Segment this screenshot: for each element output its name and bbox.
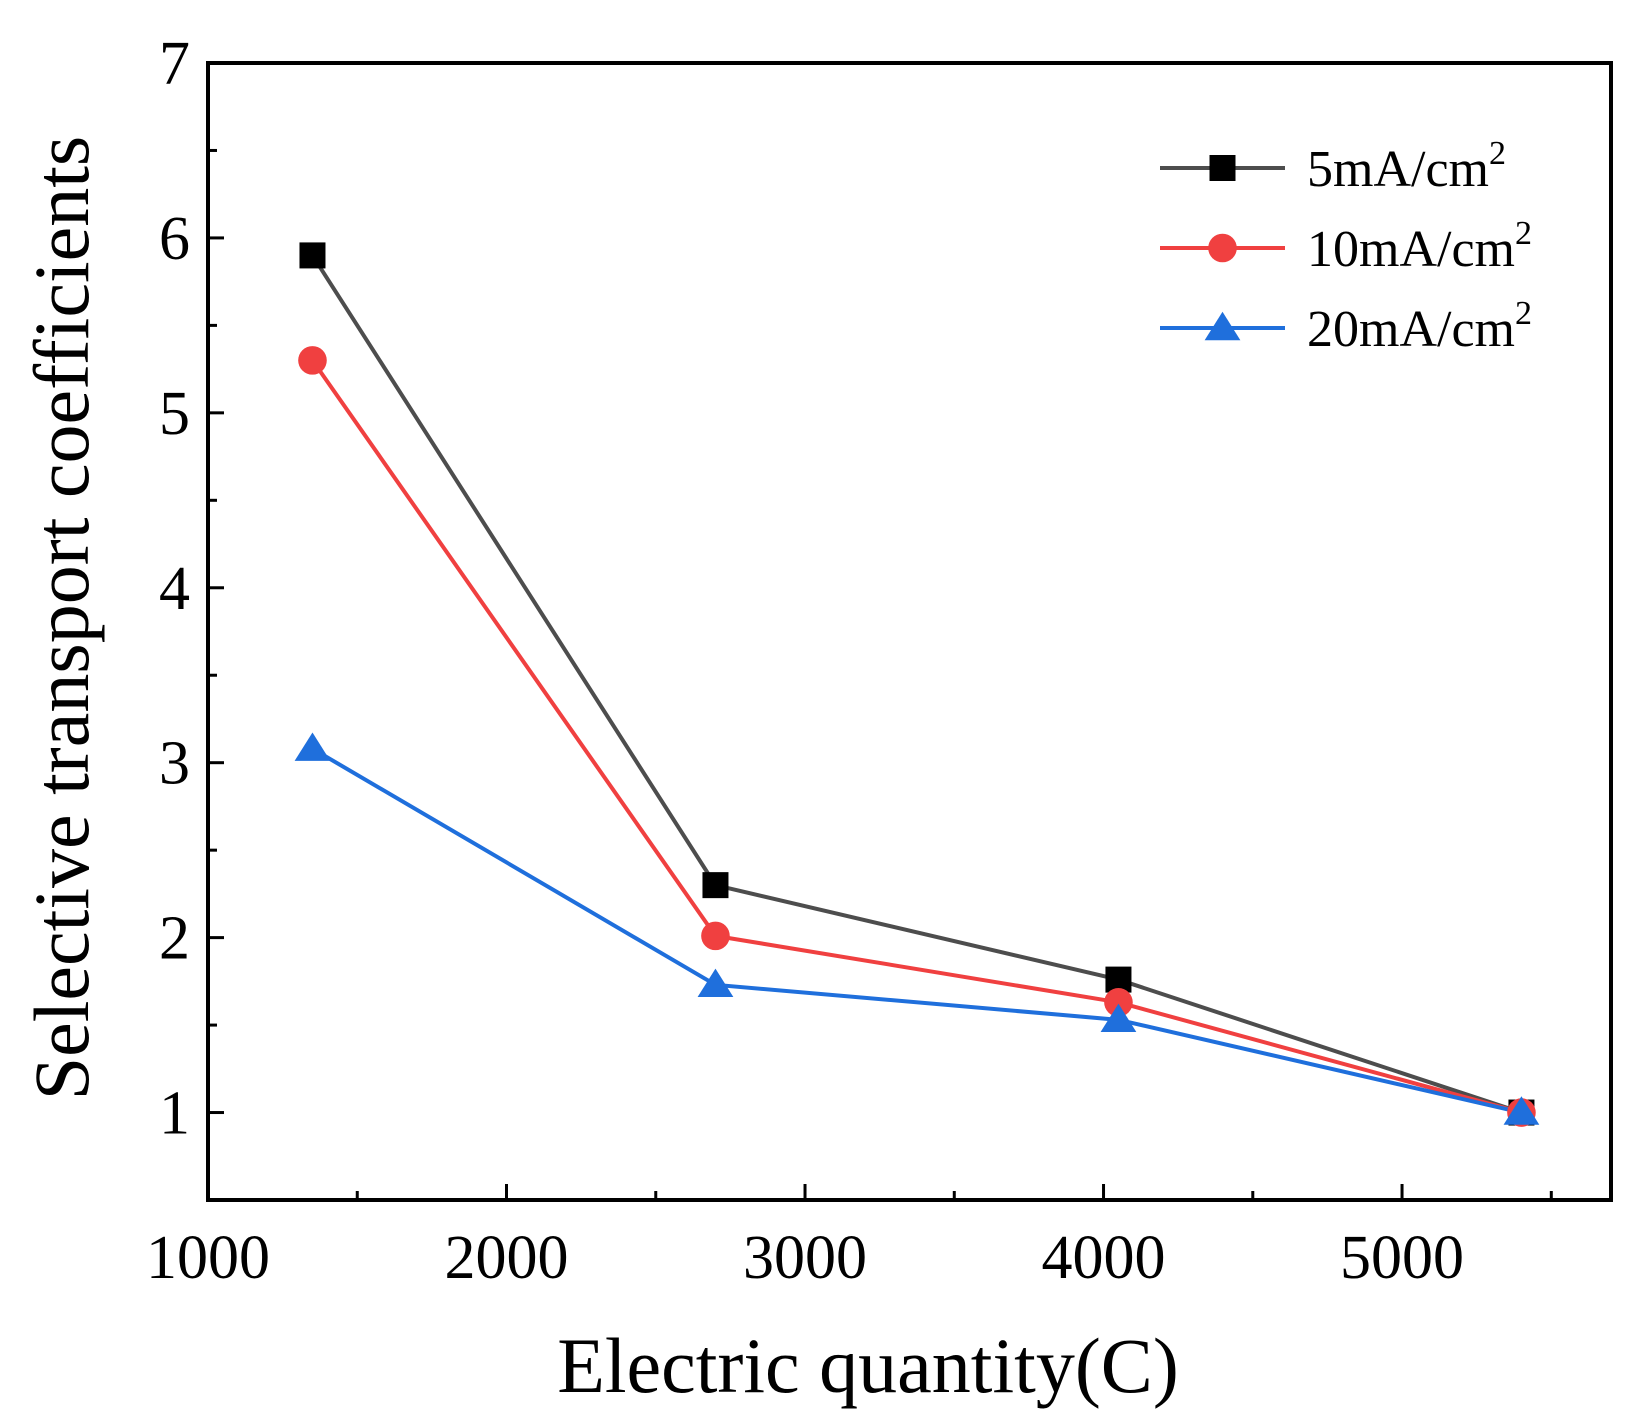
data-point-series-2: [1104, 988, 1133, 1017]
y-tick-label: 6: [159, 205, 190, 273]
y-axis-title: Selective transport coefficients: [18, 136, 105, 1101]
legend-label-2: 10mA/cm2: [1307, 215, 1532, 278]
data-point-series-2: [701, 921, 730, 951]
x-tick-label: 4000: [1042, 1224, 1166, 1292]
legend: 5mA/cm2 10mA/cm2 20mA/cm2: [1160, 135, 1532, 358]
y-tick-label: 3: [159, 730, 190, 798]
y-tick-label: 7: [159, 30, 190, 98]
plot-frame: [206, 61, 1613, 1202]
plot-layer: [294, 242, 1540, 1127]
x-tick-label: 1000: [146, 1224, 270, 1292]
data-point-series-3: [294, 732, 331, 761]
legend-marker-3: [1204, 311, 1241, 341]
series-line-2: [310, 359, 1522, 1115]
y-tick-label: 2: [159, 905, 190, 973]
y-tick-label: 1: [159, 1080, 190, 1148]
y-tick-label: 5: [159, 380, 190, 448]
legend-label-1: 5mA/cm2: [1307, 135, 1506, 198]
y-tick-label: 4: [159, 555, 190, 623]
data-point-series-3: [1100, 1003, 1137, 1033]
x-axis-title: Electric quantity(C): [557, 1322, 1179, 1409]
series-line-3: [311, 746, 1522, 1115]
legend-marker-1: [1209, 155, 1236, 181]
x-tick-label: 3000: [743, 1224, 867, 1292]
data-point-series-3: [697, 968, 734, 998]
data-point-series-1: [702, 872, 729, 899]
legend-label-3: 20mA/cm2: [1307, 295, 1532, 358]
x-tick-label: 2000: [445, 1224, 569, 1292]
data-point-series-2: [298, 346, 327, 375]
series-line-1: [310, 254, 1523, 1115]
x-tick-label: 5000: [1340, 1224, 1464, 1292]
data-point-series-1: [299, 242, 326, 269]
data-point-series-3: [1503, 1096, 1540, 1125]
legend-marker-2: [1208, 233, 1237, 263]
axis-layer: 1000 2000 3000 4000 5000 1 2 3 4 5 6 7: [146, 30, 1613, 1292]
